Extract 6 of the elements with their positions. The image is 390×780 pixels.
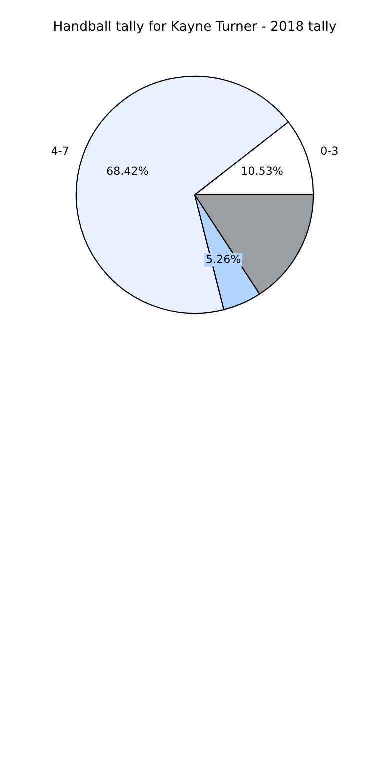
chart-title: Handball tally for Kayne Turner - 2018 tally: [54, 20, 336, 34]
data-label: 5.26%: [206, 254, 241, 264]
data-label: 68.42%: [107, 166, 148, 176]
slice-label: 0-3: [321, 146, 338, 156]
slice-label: 4-7: [52, 146, 68, 155]
data-label: 10.53%: [242, 166, 283, 176]
